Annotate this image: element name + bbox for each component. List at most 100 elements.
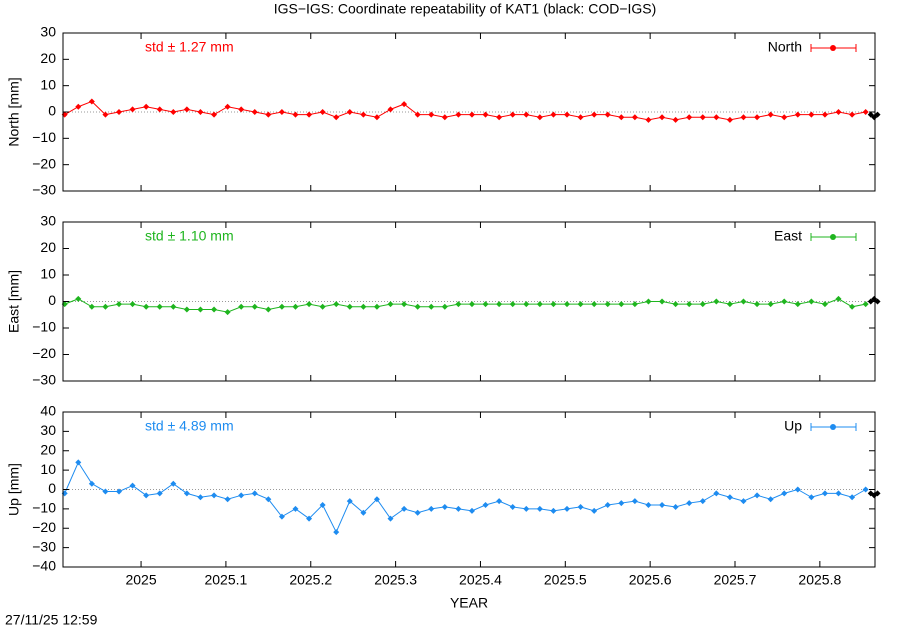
data-point [659, 114, 666, 121]
data-point [360, 111, 367, 118]
data-point [754, 492, 761, 499]
data-point [659, 502, 666, 508]
data-point [577, 503, 584, 510]
x-tick-label: 2025.5 [544, 572, 587, 588]
data-point [238, 106, 245, 113]
data-point [740, 114, 747, 121]
x-tick-label: 2025.6 [629, 572, 672, 588]
data-point [536, 505, 543, 512]
y-tick-label: 0 [48, 480, 56, 496]
data-point [401, 101, 408, 108]
y-tick-label: 10 [40, 461, 56, 477]
data-point [346, 498, 353, 505]
data-point [849, 111, 856, 118]
data-point [849, 303, 856, 310]
data-point [781, 114, 788, 121]
data-point [455, 505, 462, 512]
data-point [211, 306, 218, 313]
data-point [183, 490, 190, 497]
x-tick-label: 2025.7 [714, 572, 757, 588]
data-point [523, 111, 530, 118]
data-point [129, 106, 136, 113]
data-point [401, 505, 408, 512]
y-tick-label: −30 [32, 182, 56, 198]
data-point [102, 488, 109, 495]
legend-label: North [768, 39, 802, 55]
data-point [333, 114, 340, 121]
data-point [591, 111, 598, 118]
data-point [849, 494, 856, 501]
data-point [373, 303, 380, 310]
data-point [88, 98, 95, 105]
data-point [428, 303, 435, 310]
data-point [618, 114, 625, 121]
data-point [346, 109, 353, 115]
y-tick-label: 30 [40, 24, 56, 40]
data-point [672, 116, 679, 123]
data-point [414, 111, 421, 118]
data-point [414, 509, 421, 516]
data-point [482, 111, 489, 118]
data-point [713, 114, 720, 121]
data-point [686, 500, 693, 507]
y-axis-label: East [mm] [6, 270, 22, 333]
y-tick-label: −20 [32, 155, 56, 171]
data-point [183, 106, 190, 113]
data-point [509, 301, 516, 308]
data-point [156, 106, 163, 113]
data-point [360, 303, 367, 310]
data-point [441, 303, 448, 310]
data-point [387, 515, 394, 522]
timestamp: 27/11/25 12:59 [5, 612, 98, 628]
data-point [645, 116, 652, 123]
data-point [414, 303, 421, 310]
data-point [482, 502, 489, 508]
data-point [871, 114, 878, 121]
data-point [441, 114, 448, 121]
data-point [862, 301, 869, 308]
data-point [754, 114, 761, 121]
data-point [740, 498, 747, 505]
y-tick-label: 30 [40, 422, 56, 438]
data-point [143, 103, 150, 110]
data-point [509, 503, 516, 510]
x-tick-label: 2025.2 [289, 572, 332, 588]
data-point [306, 515, 313, 522]
x-tick-label: 2025.8 [798, 572, 841, 588]
data-point [686, 301, 693, 308]
y-tick-label: −10 [32, 500, 56, 516]
data-point [550, 507, 557, 514]
data-point [75, 459, 82, 466]
data-point [523, 505, 530, 512]
data-point [292, 505, 299, 512]
data-point [767, 496, 774, 503]
data-point [767, 111, 774, 118]
data-point [387, 106, 394, 113]
data-point [740, 298, 747, 305]
data-point [699, 114, 706, 121]
data-point [862, 109, 869, 115]
y-tick-label: 20 [40, 50, 56, 66]
x-axis-label: YEAR [450, 595, 488, 611]
data-point [441, 503, 448, 510]
data-point [129, 301, 136, 308]
data-point [333, 529, 340, 536]
data-point [156, 490, 163, 497]
y-tick-label: −30 [32, 538, 56, 554]
y-tick-label: 20 [40, 441, 56, 457]
data-point [251, 490, 258, 497]
data-point [102, 111, 109, 118]
data-point [726, 116, 733, 123]
data-point [686, 114, 693, 121]
data-point [278, 513, 285, 520]
x-tick-label: 2025.3 [374, 572, 417, 588]
data-point [564, 301, 570, 308]
data-point [835, 109, 842, 115]
data-point [251, 303, 258, 310]
data-point [373, 496, 380, 503]
std-annotation: std ± 4.89 mm [145, 418, 234, 434]
data-point [604, 502, 611, 508]
data-point [468, 301, 475, 308]
data-point [523, 301, 530, 308]
data-point [319, 502, 326, 508]
